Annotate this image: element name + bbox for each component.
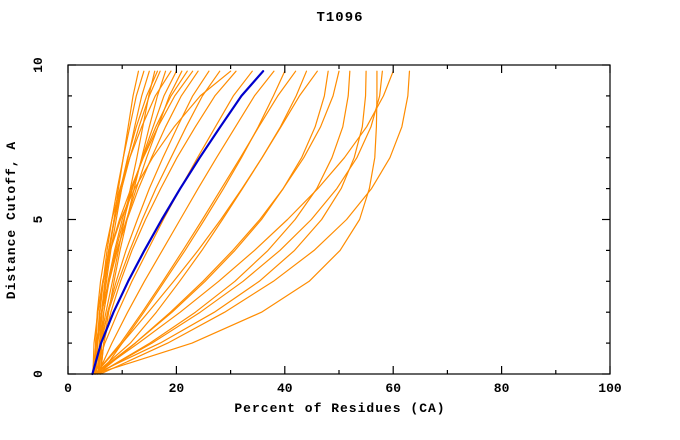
x-tick-label: 80 xyxy=(494,381,510,396)
model-curve xyxy=(94,70,367,375)
model-curve xyxy=(97,70,383,375)
model-curve xyxy=(99,70,188,375)
x-tick-label: 0 xyxy=(64,381,72,396)
model-curve xyxy=(98,70,159,375)
y-tick-label: 10 xyxy=(31,57,46,73)
x-tick-label: 100 xyxy=(598,381,622,396)
plot-frame xyxy=(67,64,611,375)
model-curve xyxy=(97,70,351,375)
model-curve xyxy=(99,70,411,375)
chart-title: T1096 xyxy=(316,10,364,26)
model-curve xyxy=(94,70,378,375)
model-curve xyxy=(94,70,329,375)
x-tick-label: 60 xyxy=(385,381,401,396)
model-curve xyxy=(99,70,286,375)
model-curve xyxy=(97,70,340,375)
model-curve xyxy=(94,70,232,375)
x-tick-label: 40 xyxy=(277,381,293,396)
y-tick-label: 0 xyxy=(31,370,46,378)
model-curve xyxy=(95,70,145,375)
model-curve xyxy=(94,70,394,375)
model-curve xyxy=(94,70,221,375)
x-axis-label: Percent of Residues (CA) xyxy=(234,401,446,416)
x-tick-label: 20 xyxy=(169,381,185,396)
model-curve xyxy=(94,70,253,375)
highlight-curve xyxy=(91,70,265,376)
y-tick-label: 5 xyxy=(31,215,46,223)
model-curve xyxy=(94,70,297,375)
model-curve xyxy=(94,70,308,375)
model-curve xyxy=(97,70,275,375)
model-curve xyxy=(94,70,318,375)
model-curve xyxy=(94,70,199,375)
